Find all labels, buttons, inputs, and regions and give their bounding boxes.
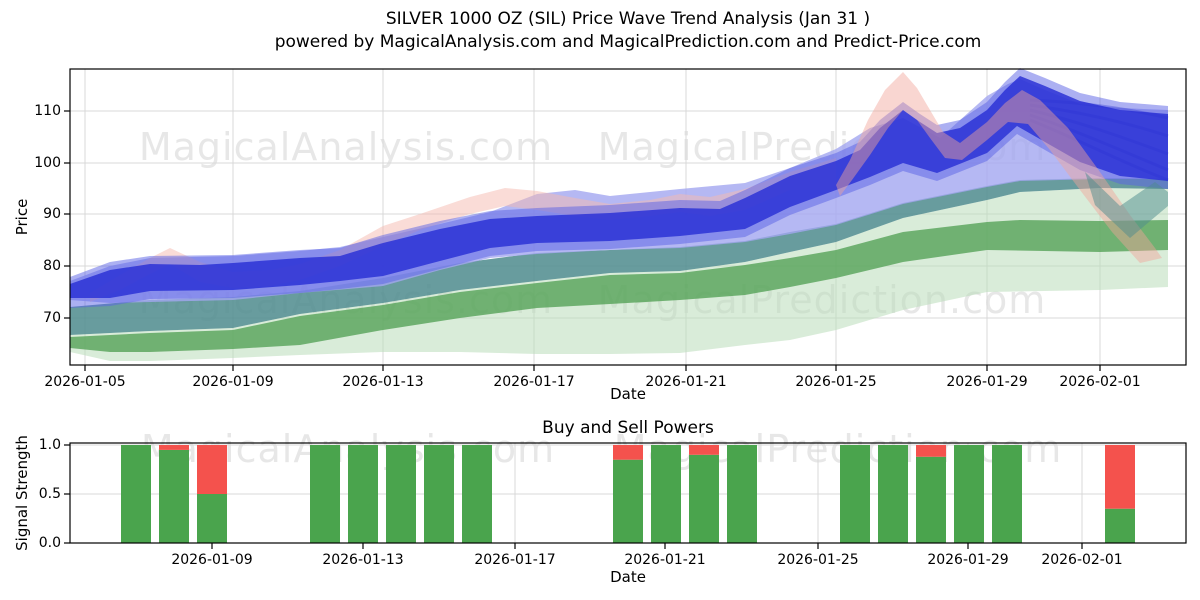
x-tick-label: 2026-01-17	[493, 374, 575, 390]
blue-band-core	[70, 76, 1168, 298]
fan-streak	[1029, 108, 1169, 156]
price-x-axis-label: Date	[610, 385, 646, 403]
buy-bar	[121, 445, 151, 543]
y-tick-label: 70	[43, 310, 61, 326]
buy-bar	[197, 494, 227, 543]
buy-bar	[310, 445, 340, 543]
forecast-fan-streaks	[1029, 98, 1169, 182]
sell-bar	[916, 445, 946, 457]
sell-bar	[1105, 445, 1135, 509]
y-tick-label: 80	[43, 258, 61, 274]
y-tick-label: 110	[34, 103, 61, 119]
x-tick-label: 2026-01-13	[322, 552, 404, 568]
power-plot-border	[69, 442, 1187, 544]
buy-bar	[992, 445, 1022, 543]
price-y-axis-label: Price	[13, 198, 31, 236]
watermark-text: MagicalAnalysis.com	[138, 125, 554, 169]
buy-bar	[348, 445, 378, 543]
x-tick-label: 2026-01-09	[171, 552, 253, 568]
price-plot-border	[69, 68, 1187, 366]
fan-streak	[1029, 103, 1169, 138]
x-tick-label: 2026-01-29	[927, 552, 1009, 568]
fan-streak	[1029, 98, 1169, 120]
buy-bar	[462, 445, 492, 543]
x-tick-label: 2026-01-21	[645, 374, 727, 390]
fan-streak	[1029, 118, 1169, 182]
y-tick-label: 0.0	[38, 535, 61, 551]
x-tick-label: 2026-02-01	[1041, 552, 1123, 568]
buy-bar	[954, 445, 984, 543]
pink-band-right	[836, 72, 1162, 263]
buy-bar	[651, 445, 681, 543]
x-tick-label: 2026-01-25	[795, 374, 877, 390]
teal-band	[70, 178, 1168, 335]
x-tick-label: 2026-02-01	[1059, 374, 1141, 390]
x-tick-label: 2026-01-13	[342, 374, 424, 390]
buy-bar	[689, 454, 719, 543]
buy-bar	[613, 459, 643, 543]
chart-subtitle: powered by MagicalAnalysis.com and Magic…	[274, 32, 982, 52]
buy-bar	[1105, 508, 1135, 543]
buy-bar	[840, 445, 870, 543]
sell-bar	[689, 445, 719, 455]
x-tick-label: 2026-01-29	[946, 374, 1028, 390]
buy-bar	[727, 445, 757, 543]
power-chart-title: Buy and Sell Powers	[542, 418, 714, 438]
buy-bar	[878, 445, 908, 543]
fan-streak	[1029, 113, 1169, 172]
x-tick-label: 2026-01-05	[44, 374, 126, 390]
teal-wedge	[1085, 172, 1168, 238]
sell-bar	[613, 445, 643, 460]
green-band-inner	[70, 220, 1168, 352]
x-tick-label: 2026-01-25	[777, 552, 859, 568]
sell-bar	[159, 445, 189, 450]
x-tick-label: 2026-01-21	[624, 552, 706, 568]
y-tick-label: 0.5	[38, 486, 61, 502]
buy-bar	[424, 445, 454, 543]
x-tick-label: 2026-01-17	[474, 552, 556, 568]
sell-bar	[197, 445, 227, 494]
y-tick-label: 100	[34, 155, 61, 171]
power-y-axis-label: Signal Strength	[13, 435, 31, 551]
buy-bar	[386, 445, 416, 543]
buy-bar	[916, 456, 946, 543]
y-tick-label: 90	[43, 206, 61, 222]
x-tick-label: 2026-01-09	[192, 374, 274, 390]
chart-title: SILVER 1000 OZ (SIL) Price Wave Trend An…	[385, 9, 871, 29]
power-x-axis-label: Date	[610, 568, 646, 586]
watermark-text: MagicalPrediction.com	[613, 427, 1063, 471]
buy-bar	[159, 449, 189, 543]
y-tick-label: 1.0	[38, 437, 61, 453]
